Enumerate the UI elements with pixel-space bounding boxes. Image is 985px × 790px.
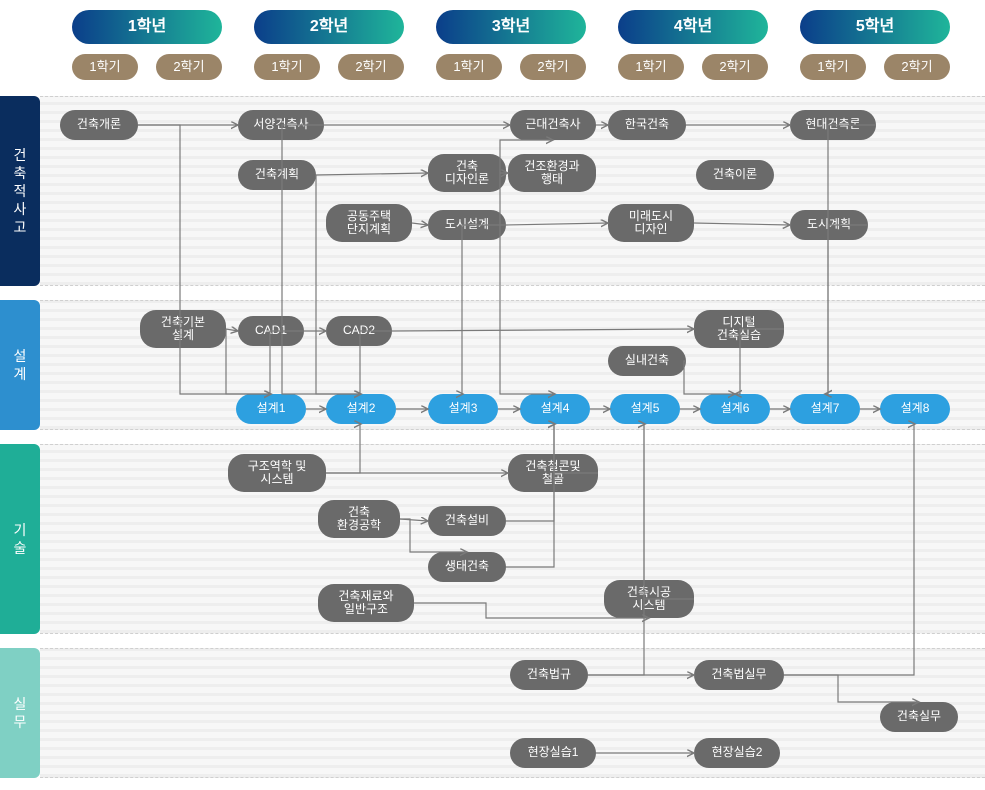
course-d7: 설계7: [790, 394, 860, 424]
category-tab-2: 기술: [0, 444, 40, 634]
year-header-5: 5학년: [800, 10, 950, 44]
course-field1: 현장실습1: [510, 738, 596, 768]
course-material: 건축재료와 일반구조: [318, 584, 414, 622]
course-indoor: 실내건축: [608, 346, 686, 376]
course-struct: 구조역학 및 시스템: [228, 454, 326, 492]
semester-header-3: 1학기: [254, 54, 320, 80]
course-urban: 도시설계: [428, 210, 506, 240]
course-d4: 설계4: [520, 394, 590, 424]
year-header-4: 4학년: [618, 10, 768, 44]
semester-header-6: 2학기: [520, 54, 586, 80]
semester-header-9: 1학기: [800, 54, 866, 80]
course-constsys: 건축시공 시스템: [604, 580, 694, 618]
category-tab-3: 실무: [0, 648, 40, 778]
course-equip: 건축설비: [428, 506, 506, 536]
year-header-2: 2학년: [254, 10, 404, 44]
course-d8: 설계8: [880, 394, 950, 424]
semester-header-2: 2학기: [156, 54, 222, 80]
course-field2: 현장실습2: [694, 738, 780, 768]
course-future: 미래도시 디자인: [608, 204, 694, 242]
course-rcsteel: 건축철콘및 철골: [508, 454, 598, 492]
course-enviro: 건조환경과 행태: [508, 154, 596, 192]
course-prac: 건축실무: [880, 702, 958, 732]
category-tab-0: 건축적사고: [0, 96, 40, 286]
course-cad2: CAD2: [326, 316, 392, 346]
semester-header-7: 1학기: [618, 54, 684, 80]
course-d6: 설계6: [700, 394, 770, 424]
course-d2: 설계2: [326, 394, 396, 424]
year-header-3: 3학년: [436, 10, 586, 44]
course-plan: 건축계획: [238, 160, 316, 190]
course-d5: 설계5: [610, 394, 680, 424]
course-urbanplan: 도시계획: [790, 210, 868, 240]
semester-header-10: 2학기: [884, 54, 950, 80]
course-law: 건축법규: [510, 660, 588, 690]
course-d3: 설계3: [428, 394, 498, 424]
course-enveng: 건축 환경공학: [318, 500, 400, 538]
semester-header-1: 1학기: [72, 54, 138, 80]
category-tab-1: 설계: [0, 300, 40, 430]
course-lawprac: 건축법실무: [694, 660, 784, 690]
course-designtheory: 건축 디자인론: [428, 154, 506, 192]
course-contemp: 현대건축론: [790, 110, 876, 140]
semester-header-8: 2학기: [702, 54, 768, 80]
semester-header-4: 2학기: [338, 54, 404, 80]
course-digital: 디지털 건축실습: [694, 310, 784, 348]
semester-header-5: 1학기: [436, 54, 502, 80]
year-header-1: 1학년: [72, 10, 222, 44]
course-modern: 근대건축사: [510, 110, 596, 140]
course-atheory: 건축이론: [696, 160, 774, 190]
course-eco: 생태건축: [428, 552, 506, 582]
course-d1: 설계1: [236, 394, 306, 424]
course-basic: 건축기본 설계: [140, 310, 226, 348]
course-cad1: CAD1: [238, 316, 304, 346]
course-korean: 한국건축: [608, 110, 686, 140]
course-intro: 건축개론: [60, 110, 138, 140]
course-west: 서양건축사: [238, 110, 324, 140]
course-housing: 공동주택 단지계획: [326, 204, 412, 242]
